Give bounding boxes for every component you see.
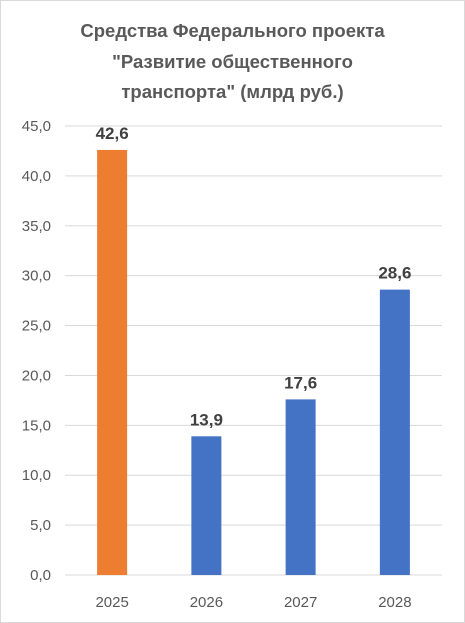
x-tick-label: 2027 [284, 594, 317, 611]
y-tick-label: 5,0 [30, 517, 51, 534]
bar [285, 399, 316, 575]
y-tick-label: 20,0 [22, 367, 51, 384]
y-tick-label: 0,0 [30, 567, 51, 584]
y-tick-label: 10,0 [22, 467, 51, 484]
y-tick-label: 35,0 [22, 218, 51, 235]
x-tick-label: 2028 [378, 594, 411, 611]
x-tick-label: 2026 [190, 594, 223, 611]
bar [97, 149, 128, 576]
y-tick-label: 25,0 [22, 318, 51, 335]
y-tick-label: 30,0 [22, 268, 51, 285]
data-label: 17,6 [284, 373, 317, 392]
data-label: 42,6 [96, 124, 129, 143]
data-label: 13,9 [190, 410, 223, 429]
bar [191, 436, 222, 575]
data-label: 28,6 [378, 264, 411, 283]
y-tick-label: 45,0 [22, 118, 51, 135]
chart-title-line-1: Средства Федерального проекта [80, 20, 385, 41]
chart-title-line-2: "Развитие общественного [112, 50, 353, 72]
y-tick-label: 15,0 [22, 417, 51, 434]
chart-title: Средства Федерального проекта "Развитие … [1, 16, 464, 108]
bar [379, 289, 410, 575]
y-tick-label: 40,0 [22, 168, 51, 185]
chart-title-line-3: транспорта" (млрд руб.) [121, 81, 344, 102]
x-tick-label: 2025 [95, 594, 128, 611]
